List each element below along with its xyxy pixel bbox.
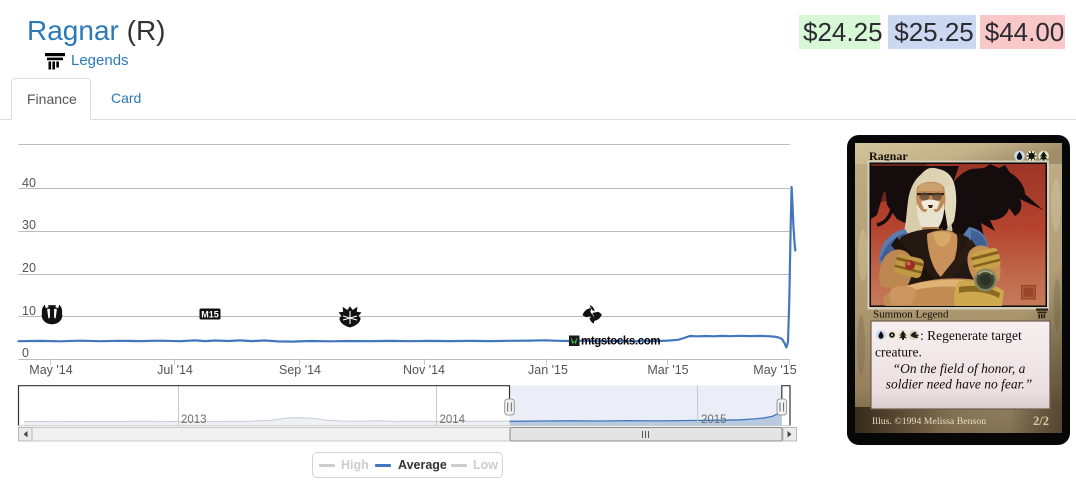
svg-text:2013: 2013 [181, 414, 207, 426]
svg-text:mtgstocks.com: mtgstocks.com [581, 336, 660, 348]
svg-text:40: 40 [22, 176, 36, 190]
svg-text:Sep '14: Sep '14 [279, 363, 321, 377]
svg-text:: Regenerate target: : Regenerate target [920, 328, 1022, 343]
svg-text:2015: 2015 [701, 414, 727, 426]
svg-text:“On the field of honor, a: “On the field of honor, a [893, 361, 1026, 376]
svg-text:soldier need have no fear.”: soldier need have no fear.” [886, 377, 1033, 392]
svg-text:Ragnar: Ragnar [869, 149, 908, 163]
svg-text:20: 20 [22, 261, 36, 275]
svg-text:30: 30 [22, 218, 36, 232]
svg-text:10: 10 [22, 304, 36, 318]
svg-text:Jan '15: Jan '15 [528, 363, 568, 377]
svg-text:Mar '15: Mar '15 [647, 363, 688, 377]
svg-text:Jul '14: Jul '14 [157, 363, 193, 377]
svg-text:May '14: May '14 [29, 363, 72, 377]
svg-text:M15: M15 [201, 310, 219, 320]
svg-text:2014: 2014 [440, 414, 466, 426]
svg-text:Nov '14: Nov '14 [403, 363, 445, 377]
svg-text:2/2: 2/2 [1033, 414, 1049, 428]
svg-text:creature.: creature. [875, 345, 922, 360]
svg-text:0: 0 [22, 346, 29, 360]
svg-text:Summon Legend: Summon Legend [873, 309, 949, 321]
svg-text:Illus. ©1994 Melissa Benson: Illus. ©1994 Melissa Benson [872, 416, 986, 427]
svg-text:May '15: May '15 [753, 363, 796, 377]
